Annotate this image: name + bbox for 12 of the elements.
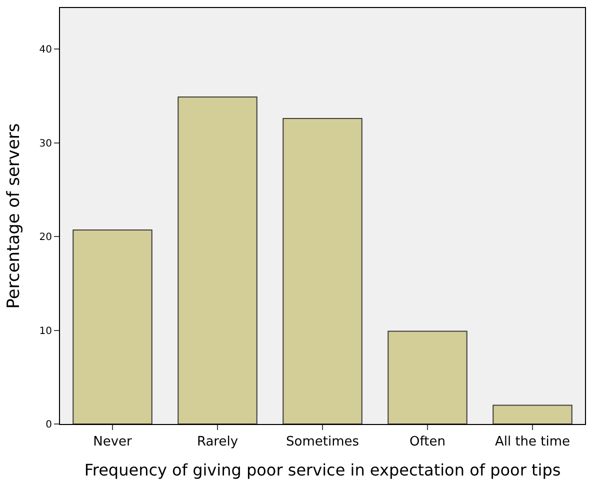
x-tick-label: Never [93, 434, 133, 450]
y-tick-label: 10 [39, 326, 52, 337]
x-tick-label: Often [410, 434, 446, 450]
y-tick-label: 40 [39, 44, 52, 56]
y-tick-label: 20 [39, 232, 52, 244]
x-tick-label: Rarely [196, 434, 238, 450]
x-tick-label: Sometimes [286, 434, 360, 450]
y-tick-label: 0 [46, 420, 52, 430]
x-tick-label: All the time [494, 434, 570, 450]
y-tick-label: 30 [39, 138, 52, 150]
y-axis-title: Percentage of servers [4, 123, 24, 309]
x-axis-title: Frequency of giving poor service in expectation of poor tips [84, 460, 561, 480]
